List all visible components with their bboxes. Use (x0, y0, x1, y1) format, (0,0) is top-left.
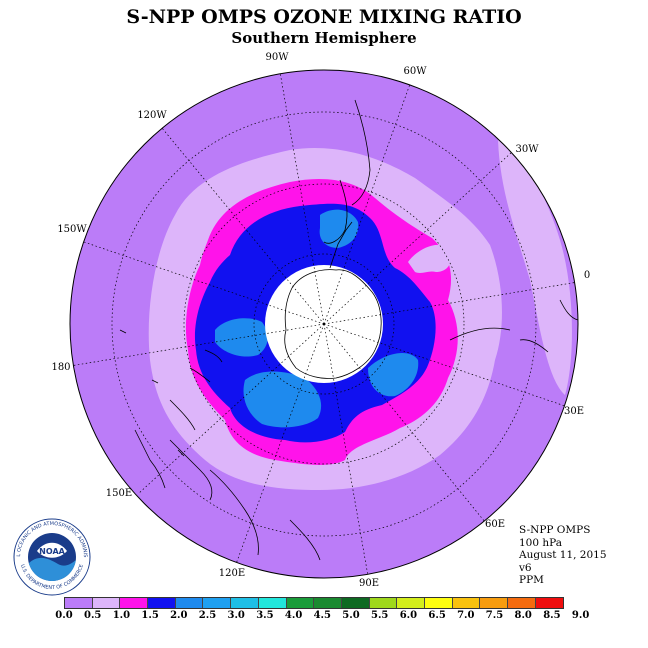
contour-band-2-2.5-patch-d (368, 353, 419, 397)
colorbar-tick-label: 7.5 (485, 610, 504, 621)
colorbar-swatch (65, 598, 93, 608)
colorbar-tick-label: 2.0 (170, 610, 188, 621)
colorbar-swatch (452, 598, 481, 608)
colorbar (64, 597, 565, 609)
lon-label-60w: 60W (403, 66, 427, 77)
colorbar-swatch (231, 598, 259, 608)
lon-label-120e: 120E (219, 568, 245, 579)
colorbar-swatch (369, 598, 398, 608)
colorbar-tick-label: 8.0 (514, 610, 532, 621)
date-label: August 11, 2015 (519, 549, 607, 561)
colorbar-swatch (424, 598, 453, 608)
contour-band-2-2.5-patch-b (215, 318, 268, 357)
lon-label-0: 0 (584, 270, 590, 281)
logo-noaa-text: NOAA (39, 547, 65, 556)
colorbar-ticks: 0.0 0.5 1.0 1.5 2.0 2.5 3.0 3.5 4.0 4.5 5.0 5.5 6.0 6… (0, 610, 648, 624)
colorbar-swatch (341, 598, 370, 608)
noaa-logo: NATIONAL OCEANIC AND ATMOSPHERIC ADMINIS… (13, 518, 91, 596)
colorbar-swatch (92, 598, 121, 608)
version-label: v6 (519, 561, 532, 574)
colorbar-swatch (258, 598, 287, 608)
colorbar-tick-label: 7.0 (457, 610, 475, 621)
lon-label-60e: 60E (485, 519, 505, 530)
map-border (69, 69, 579, 579)
ozone-field (70, 70, 578, 578)
colorbar-tick-label: 3.5 (256, 610, 274, 621)
instrument-label: S-NPP OMPS (519, 524, 591, 536)
colorbar-tick-label: 9.0 (571, 610, 590, 621)
colorbar-swatch (120, 598, 149, 608)
latitude-circles (111, 111, 537, 537)
colorbar-swatch (148, 598, 176, 608)
colorbar-tick-label: 4.5 (313, 610, 331, 621)
longitude-labels: 90W 60W 30W 0 30E 60E 90E 120E 150E 180 … (51, 52, 590, 589)
lon-label-150w: 150W (57, 224, 87, 235)
contour-blob-east (408, 244, 451, 273)
colorbar-swatch (203, 598, 232, 608)
colorbar-tick-label: 4.0 (284, 610, 303, 621)
contour-band-0.5-1-east (498, 140, 572, 395)
colorbar-swatch (397, 598, 425, 608)
lon-label-120w: 120W (137, 110, 167, 121)
page-subtitle: Southern Hemisphere (231, 29, 417, 47)
info-block: S-NPP OMPS 100 hPa August 11, 2015 v6 PP… (519, 524, 607, 587)
colorbar-tick-label: 1.0 (112, 610, 131, 621)
colorbar-tick-label: 5.0 (342, 610, 360, 621)
seagull-icon (37, 542, 67, 558)
colorbar-swatch (314, 598, 342, 608)
pressure-level: 100 hPa (519, 536, 562, 549)
page-title: S-NPP OMPS OZONE MIXING RATIO (126, 6, 522, 28)
colorbar-swatch (480, 598, 508, 608)
colorbar-tick-label: 6.5 (428, 610, 446, 621)
logo-disk (28, 533, 76, 581)
colorbar-swatch (535, 598, 564, 608)
units-label: PPM (519, 574, 544, 586)
lon-label-90w: 90W (265, 52, 289, 63)
colorbar-swatch (175, 598, 204, 608)
colorbar-tick-label: 2.5 (198, 610, 217, 621)
meridians (70, 71, 578, 577)
lon-label-150e: 150E (106, 488, 132, 499)
coastlines (119, 99, 578, 561)
colorbar-tick-label: 5.5 (370, 610, 389, 621)
colorbar-tick-label: 8.5 (543, 610, 561, 621)
lon-label-30e: 30E (564, 406, 584, 417)
contour-band-2-2.5-patch-a (319, 209, 359, 248)
colorbar-swatch (508, 598, 536, 608)
colorbar-tick-label: 0.5 (83, 610, 102, 621)
lon-label-180: 180 (51, 362, 70, 373)
lon-label-30w: 30W (515, 144, 539, 155)
colorbar-swatch (286, 598, 315, 608)
colorbar-tick-label: 6.0 (399, 610, 418, 621)
colorbar-tick-label: 0.0 (55, 610, 73, 621)
colorbar-tick-label: 3.0 (227, 610, 245, 621)
colorbar-tick-label: 1.5 (141, 610, 159, 621)
lon-label-90e: 90E (359, 578, 379, 589)
